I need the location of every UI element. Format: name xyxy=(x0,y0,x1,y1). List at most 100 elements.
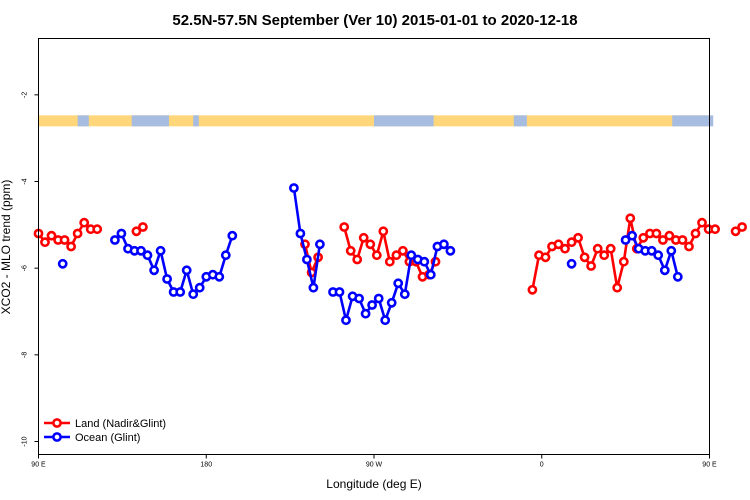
series-land-line xyxy=(531,217,716,291)
series-land-point xyxy=(540,252,551,263)
series-ocean-point xyxy=(149,265,159,276)
series-land-point xyxy=(378,226,389,237)
series-land-point xyxy=(339,222,350,232)
series-ocean-point xyxy=(220,250,231,261)
series-land-point xyxy=(553,239,564,250)
series-land-point xyxy=(605,243,616,254)
series-land-point xyxy=(66,241,76,252)
series-land-point xyxy=(730,226,741,237)
x-tick-label: 90 E xyxy=(31,462,46,469)
series-ocean-point xyxy=(406,250,417,261)
series-ocean-point xyxy=(653,250,664,261)
strip-ocean-segment xyxy=(672,115,714,127)
series-ocean-point xyxy=(175,287,186,297)
series-ocean-point xyxy=(566,258,577,269)
series-ocean-point xyxy=(57,258,68,269)
series-ocean-point xyxy=(354,293,364,304)
series-ocean-point xyxy=(301,254,312,265)
series-ocean-point xyxy=(627,230,637,241)
series-ocean-point xyxy=(214,271,225,282)
y-tick-label: -10 xyxy=(22,436,29,446)
series-land-point xyxy=(690,228,701,239)
series-ocean-line xyxy=(113,232,234,296)
series-land-point xyxy=(384,256,395,267)
series-ocean-point xyxy=(672,271,683,282)
series-land-point xyxy=(638,232,649,243)
series-ocean-point xyxy=(194,282,205,293)
series-ocean-point xyxy=(399,289,410,300)
series-land-point xyxy=(358,232,369,243)
series-land-point xyxy=(612,282,623,293)
series-ocean-point xyxy=(646,245,657,256)
series-ocean-point xyxy=(438,239,449,250)
series-land-point xyxy=(651,228,662,239)
series-ocean-point xyxy=(425,269,436,280)
legend-item-land: Land (Nadir&Glint) xyxy=(44,418,166,430)
legend: Land (Nadir&Glint) Ocean (Glint) xyxy=(44,418,166,444)
series-land-point xyxy=(560,243,570,254)
series-land-point xyxy=(599,250,610,261)
y-tick-label: -4 xyxy=(22,178,29,184)
series-ocean-point xyxy=(181,265,192,276)
y-tick-label: -8 xyxy=(22,352,29,358)
series-ocean-point xyxy=(308,282,319,293)
series-ocean-point xyxy=(341,315,351,326)
x-axis-label: Longitude (deg E) xyxy=(326,477,421,491)
series-ocean-point xyxy=(314,239,325,250)
series-land-point xyxy=(40,237,50,248)
series-ocean-point xyxy=(295,228,306,239)
x-tick-label: 90 E xyxy=(702,462,717,469)
strip-ocean-segment xyxy=(513,115,527,127)
x-axis: 90 E 180 90 W 0 90 E xyxy=(31,454,717,469)
series-land-point xyxy=(566,237,577,248)
series-land-point xyxy=(46,230,57,241)
series-ocean-point xyxy=(110,235,120,245)
legend-swatch-marker xyxy=(52,418,62,428)
series-ocean-point xyxy=(666,245,677,256)
x-tick-label: 180 xyxy=(200,462,212,469)
series-ocean-point xyxy=(136,245,146,256)
series-land-point xyxy=(573,232,583,243)
series-ocean-point xyxy=(445,245,456,256)
y-axis: -2 -4 -6 -8 -10 xyxy=(22,92,39,447)
series-ocean-point xyxy=(393,278,404,289)
series-ocean-point xyxy=(116,228,127,239)
series-land-point xyxy=(737,222,747,232)
y-tick-label: -2 xyxy=(22,92,29,98)
series-ocean-point xyxy=(419,256,430,267)
series-land-point xyxy=(391,250,402,261)
series-ocean-point xyxy=(360,308,371,319)
series-land-point xyxy=(658,235,668,245)
series-ocean-point xyxy=(288,183,299,193)
series-land-point xyxy=(72,228,83,239)
series-land-point xyxy=(527,284,538,295)
series-ocean-point xyxy=(227,230,238,241)
strip-ocean-segment xyxy=(193,115,199,127)
series-land-point xyxy=(352,254,363,265)
legend-label-ocean: Ocean (Glint) xyxy=(75,432,140,444)
y-axis-label: XCO2 - MLO trend (ppm) xyxy=(0,180,13,315)
legend-item-ocean: Ocean (Glint) xyxy=(44,432,140,444)
land-ocean-strip xyxy=(38,115,714,127)
x-tick-label: 0 xyxy=(540,462,544,469)
strip-ocean-segment xyxy=(131,115,169,127)
series-land-point xyxy=(59,235,70,245)
series-land-point xyxy=(684,241,694,252)
series-ocean-point xyxy=(380,315,391,326)
series-land-point xyxy=(625,213,636,224)
series-ocean-point xyxy=(188,289,199,300)
series-land-point xyxy=(397,245,408,256)
series-land-point xyxy=(710,224,720,235)
series-layer xyxy=(33,183,747,326)
series-land-point xyxy=(365,239,376,250)
series-ocean-point xyxy=(386,297,397,308)
series-land xyxy=(33,213,747,295)
strip-ocean-segment xyxy=(77,115,89,127)
series-land-point xyxy=(586,261,596,271)
y-tick-label: -6 xyxy=(22,265,29,271)
strip-ocean-segment xyxy=(374,115,434,127)
series-ocean-point xyxy=(142,250,153,261)
series-ocean xyxy=(57,183,683,326)
legend-label-land: Land (Nadir&Glint) xyxy=(75,418,166,430)
